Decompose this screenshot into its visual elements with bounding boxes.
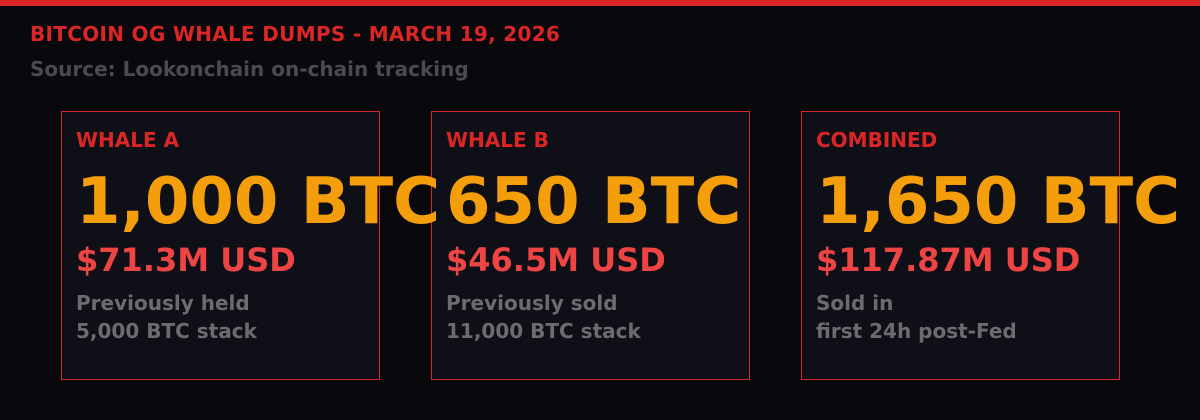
description-line: Previously held	[76, 291, 250, 315]
card-description: Previously sold 11,000 BTC stack	[446, 289, 641, 345]
usd-value: $71.3M USD	[76, 241, 296, 279]
card-combined: COMBINED 1,650 BTC $117.87M USD Sold in …	[801, 111, 1180, 380]
btc-amount: 650 BTC	[446, 165, 742, 239]
card-label: COMBINED	[816, 128, 938, 152]
btc-amount: 1,000 BTC	[76, 165, 441, 239]
description-line: Previously sold	[446, 291, 618, 315]
card-whale-a: WHALE A 1,000 BTC $71.3M USD Previously …	[61, 111, 440, 380]
top-accent-bar	[0, 0, 1200, 6]
usd-value: $46.5M USD	[446, 241, 666, 279]
card-description: Previously held 5,000 BTC stack	[76, 289, 257, 345]
description-line: Sold in	[816, 291, 894, 315]
source-caption: Source: Lookonchain on-chain tracking	[30, 57, 469, 81]
card-description: Sold in first 24h post-Fed	[816, 289, 1017, 345]
card-label: WHALE B	[446, 128, 549, 152]
card-whale-b: WHALE B 650 BTC $46.5M USD Previously so…	[431, 111, 750, 380]
description-line: first 24h post-Fed	[816, 319, 1017, 343]
btc-amount: 1,650 BTC	[816, 165, 1181, 239]
usd-value: $117.87M USD	[816, 241, 1081, 279]
description-line: 5,000 BTC stack	[76, 319, 257, 343]
description-line: 11,000 BTC stack	[446, 319, 641, 343]
card-label: WHALE A	[76, 128, 180, 152]
page-title: BITCOIN OG WHALE DUMPS - MARCH 19, 2026	[30, 22, 561, 46]
